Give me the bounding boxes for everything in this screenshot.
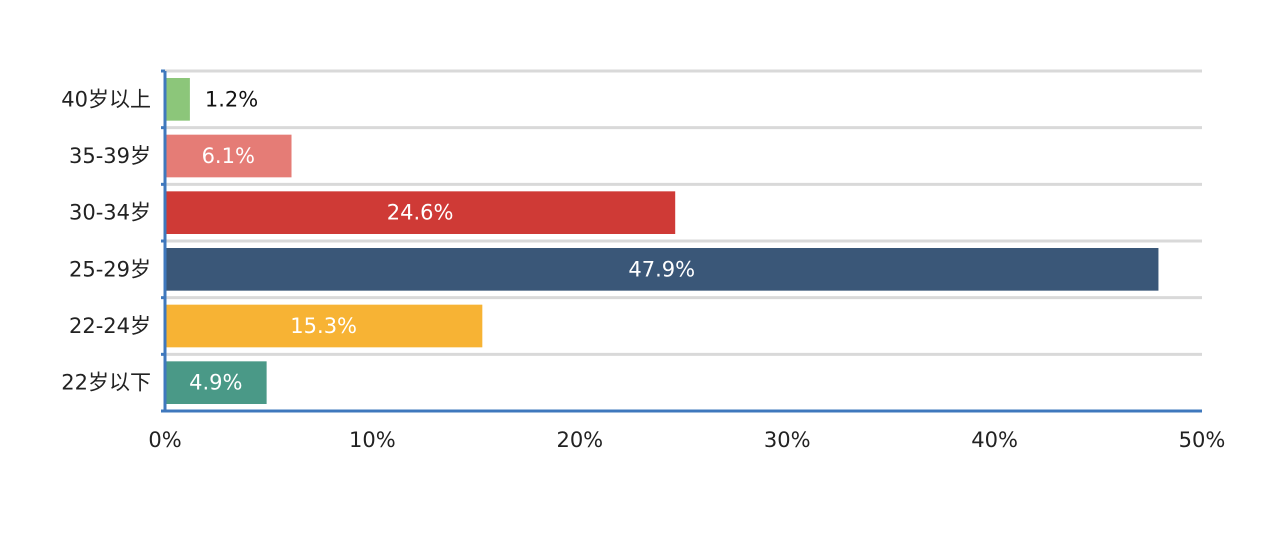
bar-40岁以上 bbox=[166, 78, 190, 121]
x-tick-label: 50% bbox=[1179, 428, 1226, 452]
data-label: 4.9% bbox=[189, 371, 242, 395]
x-tick-label: 10% bbox=[349, 428, 396, 452]
x-tick-label: 20% bbox=[556, 428, 603, 452]
x-tick-label: 40% bbox=[971, 428, 1018, 452]
category-label: 30-34岁 bbox=[69, 201, 151, 225]
data-label: 1.2% bbox=[205, 87, 258, 111]
bar-30-34岁 bbox=[166, 191, 676, 234]
x-tick-label: 0% bbox=[148, 428, 181, 452]
bar-22-24岁 bbox=[166, 304, 483, 348]
data-label: 15.3% bbox=[290, 314, 357, 338]
category-label: 25-29岁 bbox=[69, 257, 151, 281]
category-label: 35-39岁 bbox=[69, 144, 151, 168]
bar-25-29岁 bbox=[166, 248, 1159, 291]
category-label: 40岁以上 bbox=[61, 87, 151, 111]
data-label: 47.9% bbox=[628, 257, 695, 281]
category-label: 22-24岁 bbox=[69, 314, 151, 338]
x-tick-label: 30% bbox=[764, 428, 811, 452]
bar-22岁以下 bbox=[166, 361, 267, 404]
bar-35-39岁 bbox=[166, 134, 292, 178]
data-label: 6.1% bbox=[202, 144, 255, 168]
category-label: 22岁以下 bbox=[61, 371, 151, 395]
data-label: 24.6% bbox=[387, 201, 454, 225]
